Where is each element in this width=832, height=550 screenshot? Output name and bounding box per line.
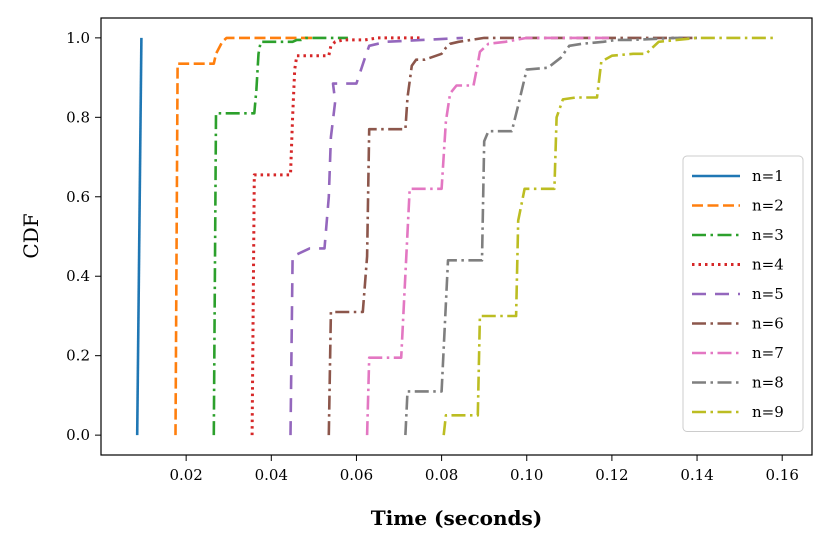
plot-frame: [100, 17, 813, 456]
series-line-n-8: [404, 36, 697, 436]
x-tick-label: 0.02: [169, 466, 202, 484]
legend-label: n=3: [752, 226, 784, 244]
series-layer: [135, 36, 774, 436]
legend-label: n=9: [752, 403, 784, 421]
y-tick-label: 0.4: [66, 267, 90, 285]
x-tick-label: 0.08: [425, 466, 458, 484]
series-line-n-6: [327, 36, 697, 436]
y-tick-label: 0.8: [66, 108, 90, 126]
legend-label: n=1: [752, 167, 784, 185]
legend-label: n=6: [752, 315, 784, 333]
x-tick-label: 0.12: [595, 466, 628, 484]
x-axis-label: Time (seconds): [371, 506, 543, 530]
y-tick-label: 1.0: [66, 29, 90, 47]
x-axis: 0.02 0.04 0.06 0.08 0.10 0.12 0.14 0.16: [169, 455, 799, 484]
legend-label: n=8: [752, 374, 784, 392]
series-line-n-5: [289, 36, 463, 436]
x-tick-label: 0.16: [765, 466, 798, 484]
x-tick-label: 0.06: [340, 466, 373, 484]
series-line-n-9: [442, 36, 774, 436]
legend: n=1 n=2 n=3 n=4 n=5 n=6 n=7 n=8 n=9: [682, 155, 804, 432]
x-tick-label: 0.14: [680, 466, 713, 484]
legend-label: n=2: [752, 197, 784, 215]
legend-label: n=4: [752, 256, 784, 274]
legend-box: [682, 155, 804, 432]
y-axis: 0.0 0.2 0.4 0.6 0.8 1.0: [66, 29, 101, 444]
series-line-n-2: [174, 36, 314, 436]
x-tick-label: 0.10: [510, 466, 543, 484]
y-axis-label: CDF: [19, 213, 43, 258]
y-tick-label: 0.0: [66, 426, 90, 444]
legend-label: n=7: [752, 344, 784, 362]
y-tick-label: 0.2: [66, 347, 90, 365]
x-tick-label: 0.04: [255, 466, 288, 484]
series-line-n-7: [365, 36, 612, 436]
y-tick-label: 0.6: [66, 188, 90, 206]
series-line-n-1: [135, 37, 143, 436]
legend-label: n=5: [752, 285, 784, 303]
